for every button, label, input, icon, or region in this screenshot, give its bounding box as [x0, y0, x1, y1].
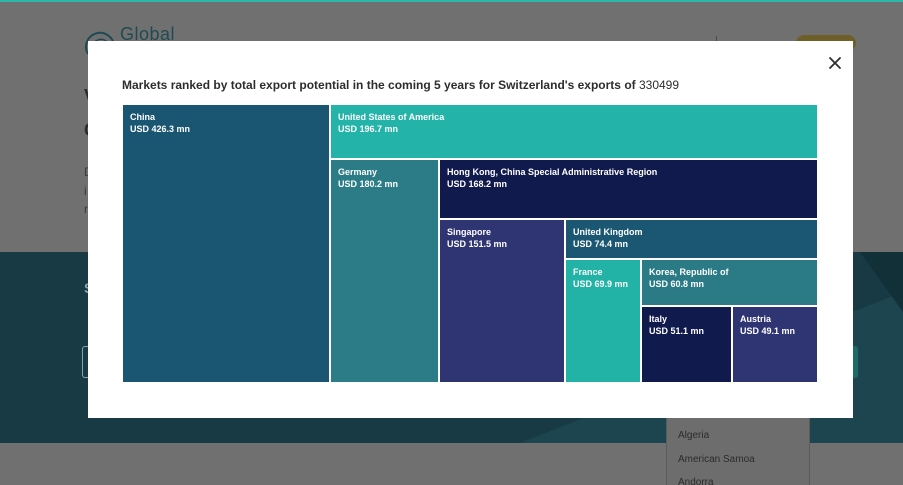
- export-potential-modal: Markets ranked by total export potential…: [88, 41, 853, 418]
- treemap-tile-usa[interactable]: United States of America USD 196.7 mn: [330, 104, 818, 159]
- export-potential-treemap: China USD 426.3 mn United States of Amer…: [122, 104, 818, 383]
- treemap-tile-united-kingdom[interactable]: United Kingdom USD 74.4 mn: [565, 219, 818, 259]
- tile-value: USD 69.9 mn: [573, 279, 629, 289]
- country-dropdown-list[interactable]: Algeria American Samoa Andorra: [666, 418, 810, 485]
- tile-name: United States of America: [338, 112, 445, 122]
- tile-value: USD 60.8 mn: [649, 279, 705, 289]
- bg-text-fragment: i: [84, 184, 87, 198]
- tile-value: USD 196.7 mn: [338, 124, 399, 134]
- logo-text: Global: [120, 24, 176, 44]
- treemap-tile-korea[interactable]: Korea, Republic of USD 60.8 mn: [641, 259, 818, 306]
- tile-name: China: [130, 112, 156, 122]
- tile-name: Germany: [338, 167, 378, 177]
- treemap-tile-france[interactable]: France USD 69.9 mn: [565, 259, 641, 383]
- product-code: 330499: [638, 78, 680, 92]
- modal-title: Markets ranked by total export potential…: [122, 78, 679, 92]
- tile-name: France: [573, 267, 603, 277]
- bg-text-fragment: r: [84, 202, 88, 216]
- tile-value: USD 180.2 mn: [338, 179, 399, 189]
- treemap-tile-hong-kong[interactable]: Hong Kong, China Special Administrative …: [439, 159, 818, 219]
- tile-name: United Kingdom: [573, 227, 643, 237]
- treemap-tile-italy[interactable]: Italy USD 51.1 mn: [641, 306, 732, 383]
- treemap-tile-austria[interactable]: Austria USD 49.1 mn: [732, 306, 818, 383]
- tile-value: USD 168.2 mn: [447, 179, 508, 189]
- treemap-tile-germany[interactable]: Germany USD 180.2 mn: [330, 159, 439, 383]
- tile-value: USD 49.1 mn: [740, 326, 796, 336]
- tile-name: Hong Kong, China Special Administrative …: [447, 167, 658, 177]
- tile-value: USD 426.3 mn: [130, 124, 191, 134]
- tile-value: USD 51.1 mn: [649, 326, 705, 336]
- dropdown-option[interactable]: American Samoa: [678, 454, 755, 465]
- close-icon: [829, 57, 841, 69]
- treemap-tile-china[interactable]: China USD 426.3 mn: [122, 104, 330, 383]
- close-button[interactable]: [827, 55, 843, 71]
- tile-name: Austria: [740, 314, 772, 324]
- tile-name: Korea, Republic of: [649, 267, 729, 277]
- tile-value: USD 74.4 mn: [573, 239, 629, 249]
- top-accent-line: [0, 0, 903, 2]
- treemap-tile-singapore[interactable]: Singapore USD 151.5 mn: [439, 219, 565, 383]
- dropdown-option[interactable]: Algeria: [678, 430, 710, 441]
- tile-value: USD 151.5 mn: [447, 239, 508, 249]
- modal-title-text: Markets ranked by total export potential…: [122, 78, 636, 92]
- dropdown-option[interactable]: Andorra: [678, 477, 714, 485]
- tile-name: Singapore: [447, 227, 492, 237]
- tile-name: Italy: [649, 314, 668, 324]
